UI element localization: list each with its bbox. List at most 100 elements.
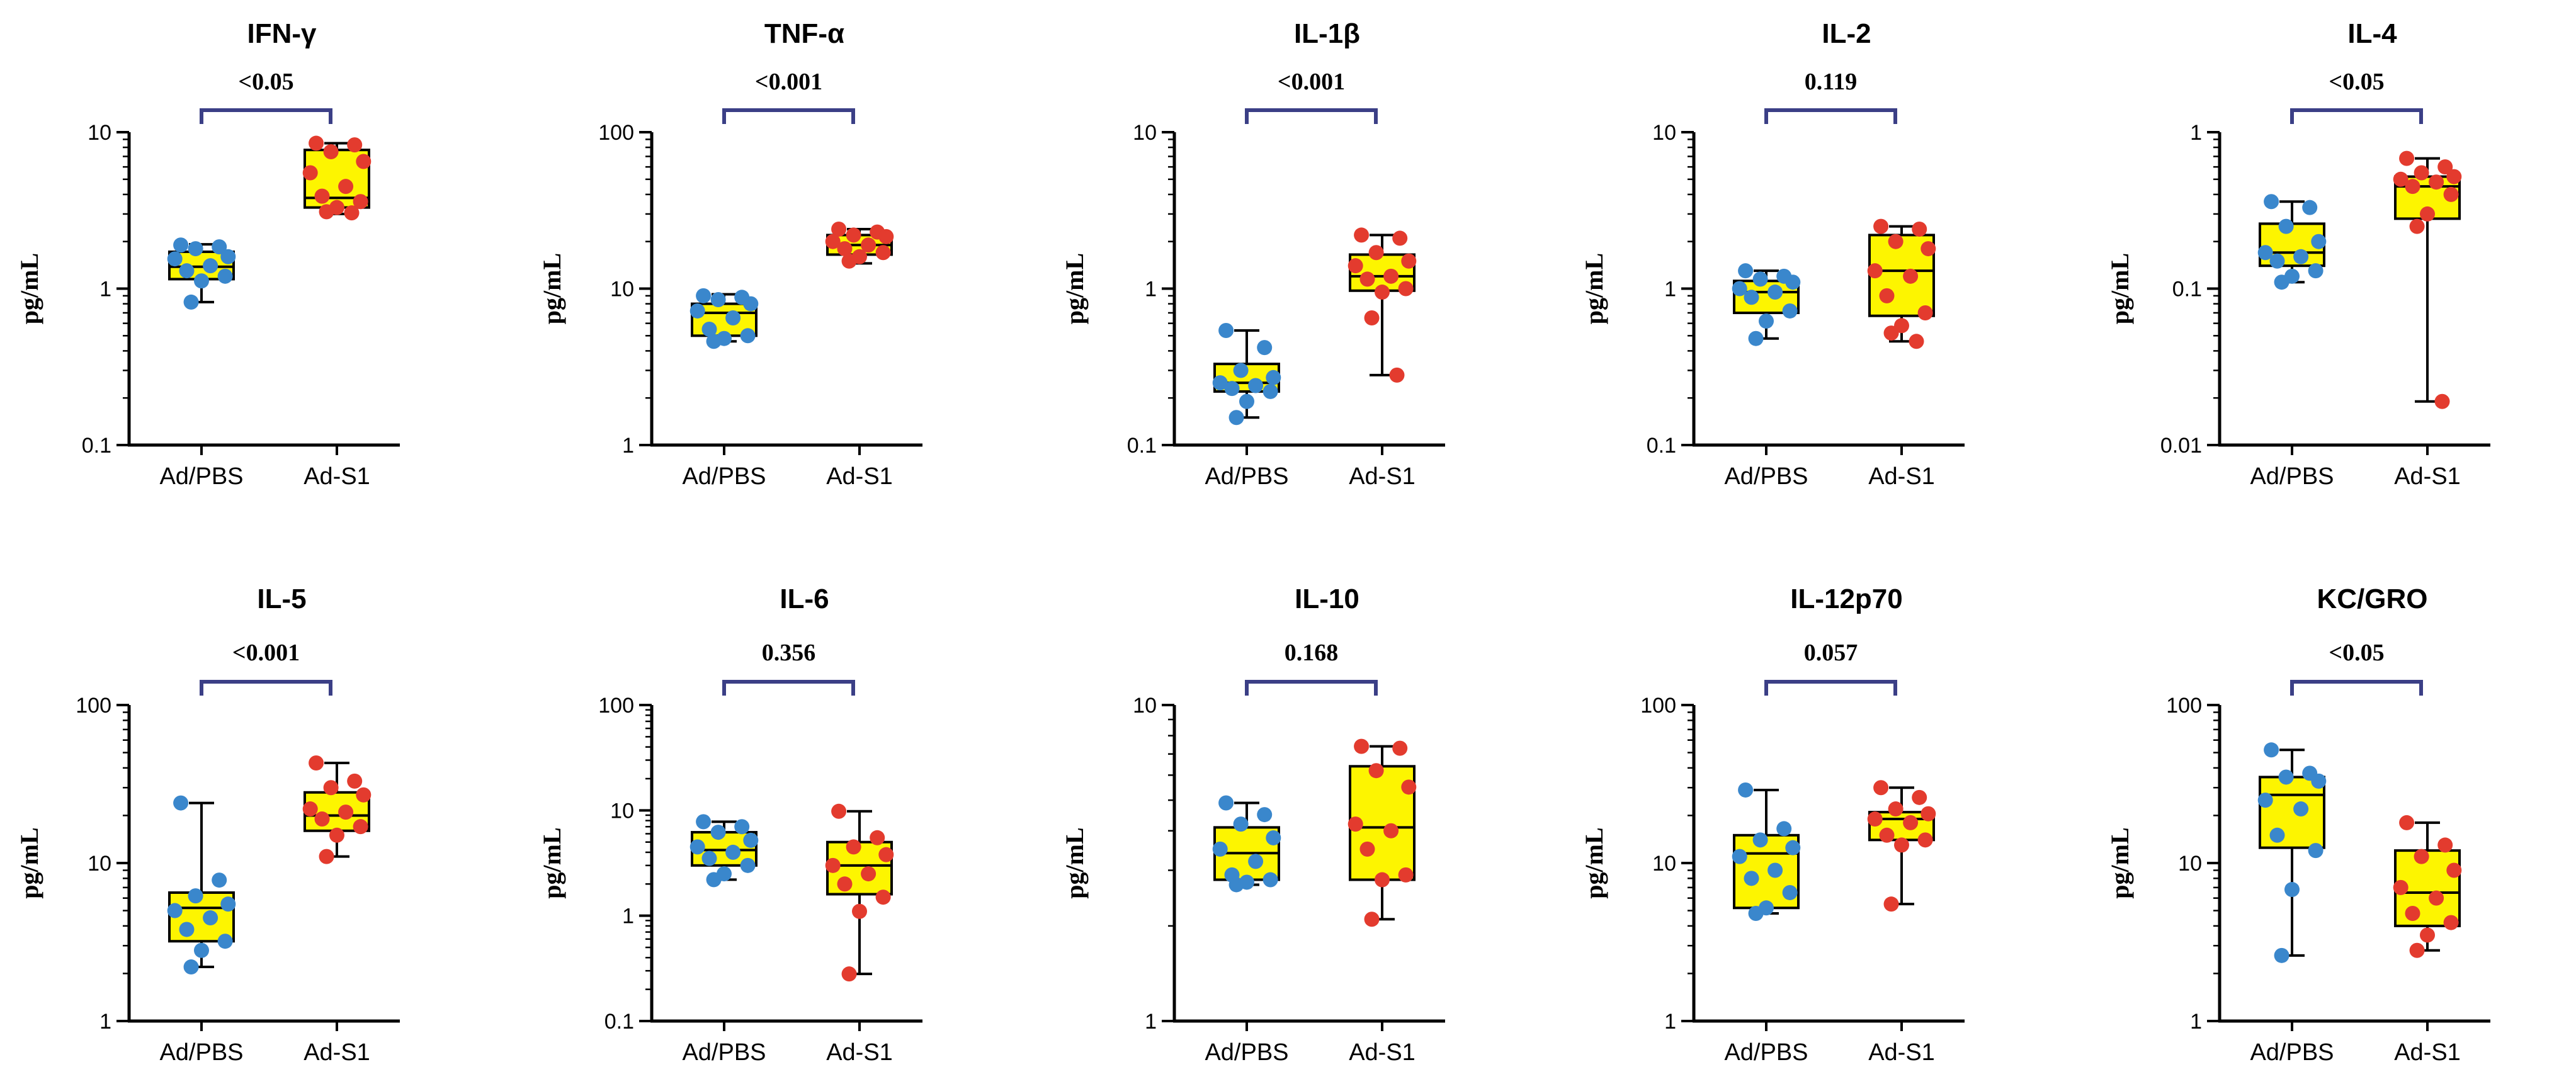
significance-bracket (200, 108, 332, 124)
data-point (1392, 740, 1408, 756)
data-point (329, 827, 344, 843)
x-tick-label: Ad-S1 (2394, 463, 2461, 490)
data-point (1224, 381, 1240, 397)
panel-title: IL-10 (1295, 584, 1359, 614)
data-point (2443, 186, 2459, 202)
panel-il-1-: IL-1β <0.001 pg/mL 0.1 1 10 Ad/PBS Ad-S1 (1060, 18, 1445, 490)
data-point (1368, 245, 1384, 261)
data-point (2278, 218, 2294, 234)
y-tick-label: 0.1 (1127, 434, 1157, 458)
data-point (2420, 927, 2435, 943)
y-tick-label: 0.1 (82, 434, 111, 458)
x-tick-label: Ad/PBS (159, 1039, 243, 1066)
data-point (220, 896, 236, 912)
y-tick-label: 1 (1145, 278, 1157, 302)
y-axis-label: pg/mL (15, 827, 43, 898)
data-point (356, 154, 372, 169)
box-ad-s1 (1348, 738, 1417, 927)
significance-bracket (1245, 680, 1378, 696)
significance-bracket (722, 108, 855, 124)
x-tick-label: Ad-S1 (1349, 1039, 1416, 1066)
x-tick-label: Ad-S1 (2394, 1039, 2461, 1066)
y-tick-label: 10 (1133, 694, 1157, 718)
data-point (203, 910, 218, 926)
panel-title: IL-5 (257, 584, 306, 614)
data-point (1383, 268, 1399, 284)
significance-bracket (722, 680, 855, 696)
data-point (183, 959, 199, 975)
box-ad-s1 (825, 803, 894, 982)
data-point (861, 237, 877, 253)
data-point (2393, 879, 2409, 895)
data-point (841, 253, 857, 269)
box-ad-s1 (302, 755, 372, 864)
data-point (2414, 849, 2429, 864)
x-tick-label: Ad/PBS (1724, 463, 1808, 490)
x-tick-label: Ad/PBS (682, 463, 766, 490)
p-value-label: <0.05 (2329, 69, 2384, 95)
data-point (1912, 222, 1927, 237)
x-tick-label: Ad-S1 (1868, 463, 1935, 490)
data-point (2437, 159, 2453, 175)
data-point (1248, 854, 1264, 869)
p-value-label: 0.057 (1804, 640, 1858, 666)
data-point (1879, 288, 1895, 303)
data-point (2293, 249, 2309, 264)
data-point (1392, 230, 1408, 246)
data-point (1375, 872, 1390, 888)
data-point (1233, 816, 1249, 832)
data-point (356, 787, 372, 803)
data-point (1883, 896, 1899, 912)
significance-bracket (1764, 680, 1897, 696)
data-point (701, 322, 717, 337)
data-point (212, 872, 227, 888)
data-point (338, 804, 354, 820)
data-point (1218, 323, 1234, 339)
data-point (743, 296, 759, 312)
p-value-label: 0.356 (762, 640, 816, 666)
data-point (1732, 281, 1747, 296)
data-point (2409, 942, 2425, 958)
panel-tnf-: TNF-α <0.001 pg/mL 1 10 100 Ad/PBS Ad-S1 (538, 18, 922, 490)
data-point (875, 889, 891, 905)
y-tick-label: 1 (1664, 1010, 1676, 1034)
data-point (2443, 915, 2459, 930)
data-point (1873, 218, 1889, 234)
data-point (2414, 165, 2429, 181)
significance-bracket (200, 680, 332, 696)
box-ad-pbs (689, 288, 759, 349)
data-point (1744, 871, 1759, 886)
y-tick-label: 0.01 (2160, 434, 2202, 458)
data-point (194, 942, 209, 958)
y-tick-label: 100 (598, 121, 634, 145)
box-ad-pbs (2257, 194, 2327, 290)
box-ad-pbs (1212, 795, 1281, 893)
y-tick-label: 0.1 (1647, 434, 1676, 458)
data-point (852, 903, 867, 919)
data-point (1738, 263, 1754, 279)
data-point (1262, 872, 1278, 888)
y-axis-label: pg/mL (1580, 253, 1608, 324)
data-point (347, 773, 363, 789)
box-ad-pbs (167, 237, 236, 310)
significance-bracket (1245, 108, 1378, 124)
y-axis-label: pg/mL (1060, 827, 1089, 898)
data-point (1257, 807, 1273, 823)
data-point (188, 241, 203, 257)
panel-title: IL-1β (1294, 18, 1360, 49)
data-point (2257, 793, 2273, 808)
data-point (323, 144, 339, 160)
data-point (2264, 194, 2279, 210)
data-point (2269, 827, 2285, 843)
data-point (1401, 779, 1417, 795)
panel-ifn-: IFN-γ <0.05 pg/mL 0.1 1 10 Ad/PBS Ad-S1 (15, 18, 400, 490)
y-axis-label: pg/mL (2106, 827, 2134, 898)
data-point (1903, 268, 1919, 284)
p-value-label: <0.05 (238, 69, 293, 95)
data-point (309, 755, 324, 771)
data-point (1248, 378, 1264, 393)
data-point (2264, 742, 2279, 758)
data-point (1888, 234, 1904, 249)
x-tick-label: Ad-S1 (304, 463, 370, 490)
